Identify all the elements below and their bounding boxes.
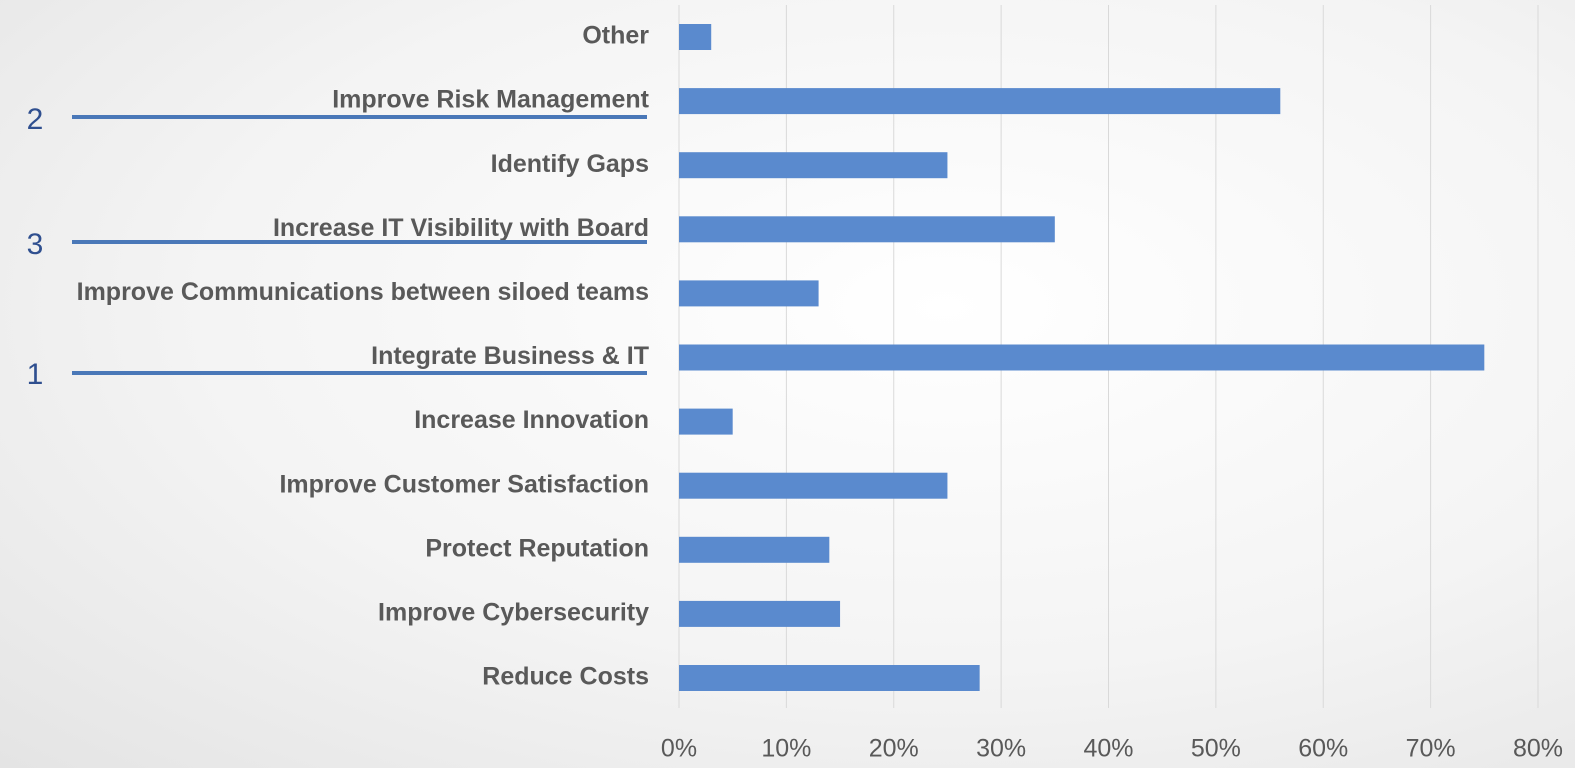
y-tick-label: Improve Customer Satisfaction <box>279 470 649 498</box>
y-tick-label: Other <box>582 22 649 50</box>
x-tick-label: 70% <box>1406 735 1456 763</box>
x-tick-label: 20% <box>869 735 919 763</box>
x-tick-label: 50% <box>1191 735 1241 763</box>
bar <box>679 344 1485 371</box>
y-tick-label: Increase IT Visibility with Board <box>273 214 649 242</box>
y-tick-label: Reduce Costs <box>482 663 649 691</box>
bar <box>679 280 819 307</box>
y-tick-label: Integrate Business & IT <box>371 342 649 370</box>
annotation: 3 <box>27 228 44 261</box>
bar <box>679 24 712 50</box>
x-tick-label: 80% <box>1513 735 1563 763</box>
bar <box>679 152 948 179</box>
annotation: 1 <box>27 358 44 391</box>
y-tick-label: Improve Cybersecurity <box>378 599 649 627</box>
annotation: 2 <box>27 103 44 136</box>
bar <box>679 216 1055 243</box>
bar <box>679 472 948 499</box>
bar <box>679 665 980 691</box>
bar <box>679 600 841 627</box>
y-tick-label: Identify Gaps <box>491 150 649 178</box>
y-tick-label: Increase Innovation <box>414 406 649 434</box>
y-tick-label: Improve Communications between siloed te… <box>77 278 649 306</box>
x-tick-label: 60% <box>1298 735 1348 763</box>
x-tick-label: 30% <box>976 735 1026 763</box>
x-tick-label: 0% <box>661 735 697 763</box>
x-tick-label: 10% <box>761 735 811 763</box>
bar <box>679 536 830 563</box>
y-tick-label: Improve Risk Management <box>332 86 649 114</box>
bar <box>679 88 1281 115</box>
bar <box>679 408 733 435</box>
x-tick-label: 40% <box>1083 735 1133 763</box>
y-tick-label: Protect Reputation <box>425 534 649 562</box>
